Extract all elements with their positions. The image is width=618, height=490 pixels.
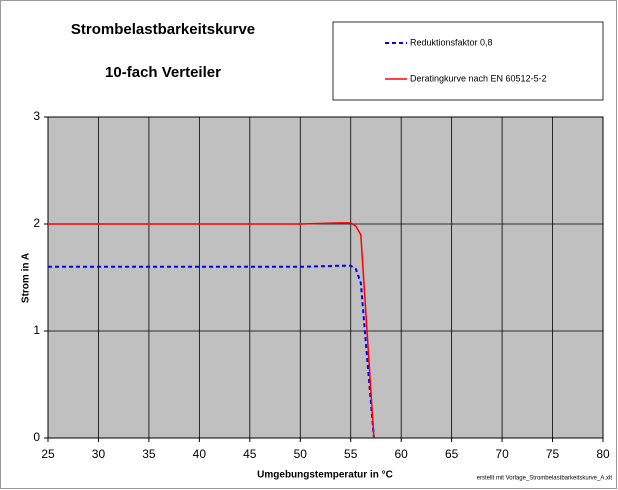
- legend-label: Deratingkurve nach EN 60512-5-2: [410, 73, 547, 83]
- x-tick-label: 55: [344, 447, 358, 461]
- x-tick-label: 45: [243, 447, 257, 461]
- series-line: [48, 264, 375, 439]
- y-tick-label: 2: [33, 216, 40, 230]
- footer-note: erstellt mit Vorlage_Strombelastbarkeits…: [477, 476, 613, 482]
- x-tick-label: 80: [596, 447, 610, 461]
- chart-title: Strombelastbarkeitskurve: [71, 21, 255, 38]
- x-tick-label: 35: [142, 447, 156, 461]
- y-axis-label: Strom in A: [21, 253, 32, 303]
- x-tick-label: 60: [395, 447, 409, 461]
- x-tick-label: 65: [445, 447, 459, 461]
- plot-area: [47, 116, 604, 439]
- y-tick-label: 1: [33, 323, 40, 337]
- x-tick-label: 30: [92, 447, 106, 461]
- series-line: [48, 222, 375, 439]
- y-tick-label: 0: [33, 430, 40, 444]
- x-tick-label: 25: [41, 447, 55, 461]
- x-axis-label: Umgebungstemperatur in °C: [257, 470, 393, 481]
- x-tick-label: 40: [193, 447, 207, 461]
- chart-subtitle: 10-fach Verteiler: [105, 64, 221, 81]
- legend-label: Reduktionsfaktor 0,8: [410, 37, 493, 47]
- x-tick-label: 75: [546, 447, 560, 461]
- x-tick-label: 70: [495, 447, 509, 461]
- y-tick-label: 3: [33, 109, 40, 123]
- x-tick-label: 50: [294, 447, 308, 461]
- legend-box: [332, 21, 604, 101]
